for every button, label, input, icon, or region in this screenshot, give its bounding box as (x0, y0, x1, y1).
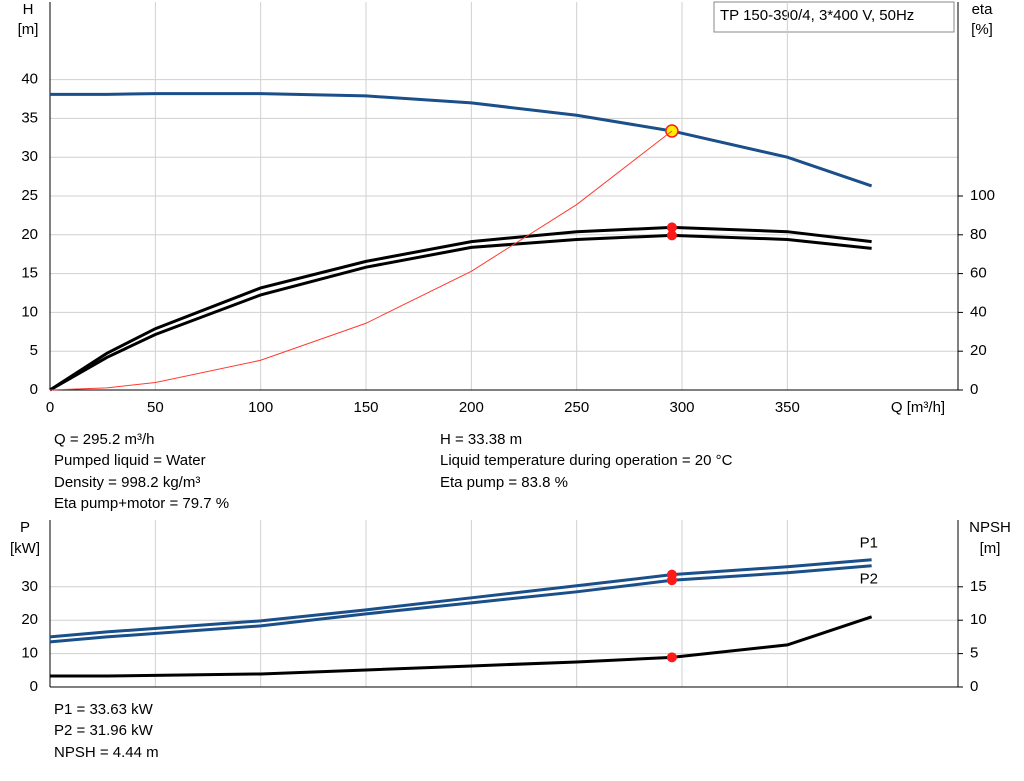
y2-tick-label: 20 (970, 342, 987, 359)
y2-tick-label: 5 (970, 645, 978, 662)
y2-tick-label: 80 (970, 226, 987, 243)
x-label: Q [m³/h] (891, 399, 945, 416)
y2-tick-label: 0 (970, 678, 978, 695)
y2-unit: [%] (971, 21, 993, 38)
chart-title: TP 150-390/4, 3*400 V, 50Hz (720, 7, 914, 24)
legend-label: P2 (860, 571, 878, 588)
y2-tick-label: 0 (970, 381, 978, 398)
annotation: P1 = 33.63 kW (54, 701, 154, 718)
y-tick-label: 5 (30, 342, 38, 359)
annotation: Density = 998.2 kg/m³ (54, 474, 200, 491)
operating-point (666, 222, 677, 233)
x-tick-label: 100 (248, 399, 273, 416)
y-tick-label: 40 (21, 71, 38, 88)
y2-tick-label: 15 (970, 578, 987, 595)
curve (49, 558, 872, 639)
y-unit: [kW] (10, 540, 40, 557)
operating-point (666, 575, 677, 586)
operating-point (666, 230, 677, 241)
y-tick-label: 0 (30, 678, 38, 695)
y-tick-label: 0 (30, 381, 38, 398)
annotation: Q = 295.2 m³/h (54, 431, 154, 448)
operating-point (666, 652, 677, 663)
annotation: Pumped liquid = Water (54, 452, 206, 469)
y2-label: eta (972, 1, 994, 18)
y2-tick-label: 60 (970, 265, 987, 282)
annotation: Liquid temperature during operation = 20… (440, 452, 733, 469)
x-tick-label: 150 (353, 399, 378, 416)
x-tick-label: 350 (775, 399, 800, 416)
annotation: NPSH = 4.44 m (54, 744, 159, 761)
y2-label: NPSH (969, 519, 1011, 536)
y-tick-label: 30 (21, 578, 38, 595)
y2-unit: [m] (980, 540, 1001, 557)
annotation: Eta pump+motor = 79.7 % (54, 495, 229, 512)
y-label: H (23, 1, 34, 18)
x-tick-label: 50 (147, 399, 164, 416)
legend-label: P1 (860, 535, 878, 552)
annotation: P2 = 31.96 kW (54, 722, 154, 739)
annotation: Eta pump = 83.8 % (440, 474, 568, 491)
curve (49, 225, 872, 392)
x-tick-label: 250 (564, 399, 589, 416)
curve (50, 615, 873, 678)
y-tick-label: 20 (21, 226, 38, 243)
x-tick-label: 300 (670, 399, 695, 416)
y-label: P (20, 519, 30, 536)
y-tick-label: 10 (21, 303, 38, 320)
y2-tick-label: 100 (970, 187, 995, 204)
y2-tick-label: 10 (970, 611, 987, 628)
curve (49, 233, 872, 392)
curve (50, 92, 873, 188)
curve (49, 564, 872, 644)
y-tick-label: 10 (21, 645, 38, 662)
y-unit: [m] (18, 21, 39, 38)
title-box (713, 1, 955, 33)
annotation: H = 33.38 m (440, 431, 522, 448)
y-tick-label: 20 (21, 611, 38, 628)
y-tick-label: 15 (21, 265, 38, 282)
y2-tick-label: 40 (970, 303, 987, 320)
y-tick-label: 35 (21, 109, 38, 126)
x-tick-label: 0 (46, 399, 54, 416)
y-tick-label: 25 (21, 187, 38, 204)
curve (49, 130, 673, 391)
x-tick-label: 200 (459, 399, 484, 416)
y-tick-label: 30 (21, 148, 38, 165)
